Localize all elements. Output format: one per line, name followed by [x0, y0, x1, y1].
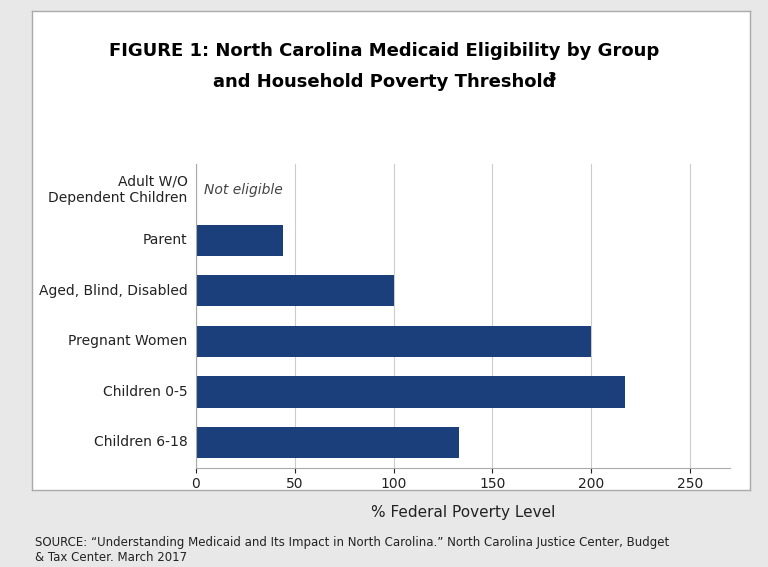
Bar — [196, 225, 283, 256]
Text: and Household Poverty Threshold: and Household Poverty Threshold — [213, 73, 555, 91]
Bar — [196, 376, 625, 408]
X-axis label: % Federal Poverty Level: % Federal Poverty Level — [370, 505, 555, 521]
Bar — [196, 325, 591, 357]
Text: 3: 3 — [547, 71, 555, 84]
Text: FIGURE 1: North Carolina Medicaid Eligibility by Group: FIGURE 1: North Carolina Medicaid Eligib… — [109, 41, 659, 60]
Bar — [196, 275, 393, 307]
Bar — [196, 427, 458, 458]
Text: Not eligible: Not eligible — [204, 183, 283, 197]
Text: SOURCE: “Understanding Medicaid and Its Impact in North Carolina.” North Carolin: SOURCE: “Understanding Medicaid and Its … — [35, 536, 669, 564]
